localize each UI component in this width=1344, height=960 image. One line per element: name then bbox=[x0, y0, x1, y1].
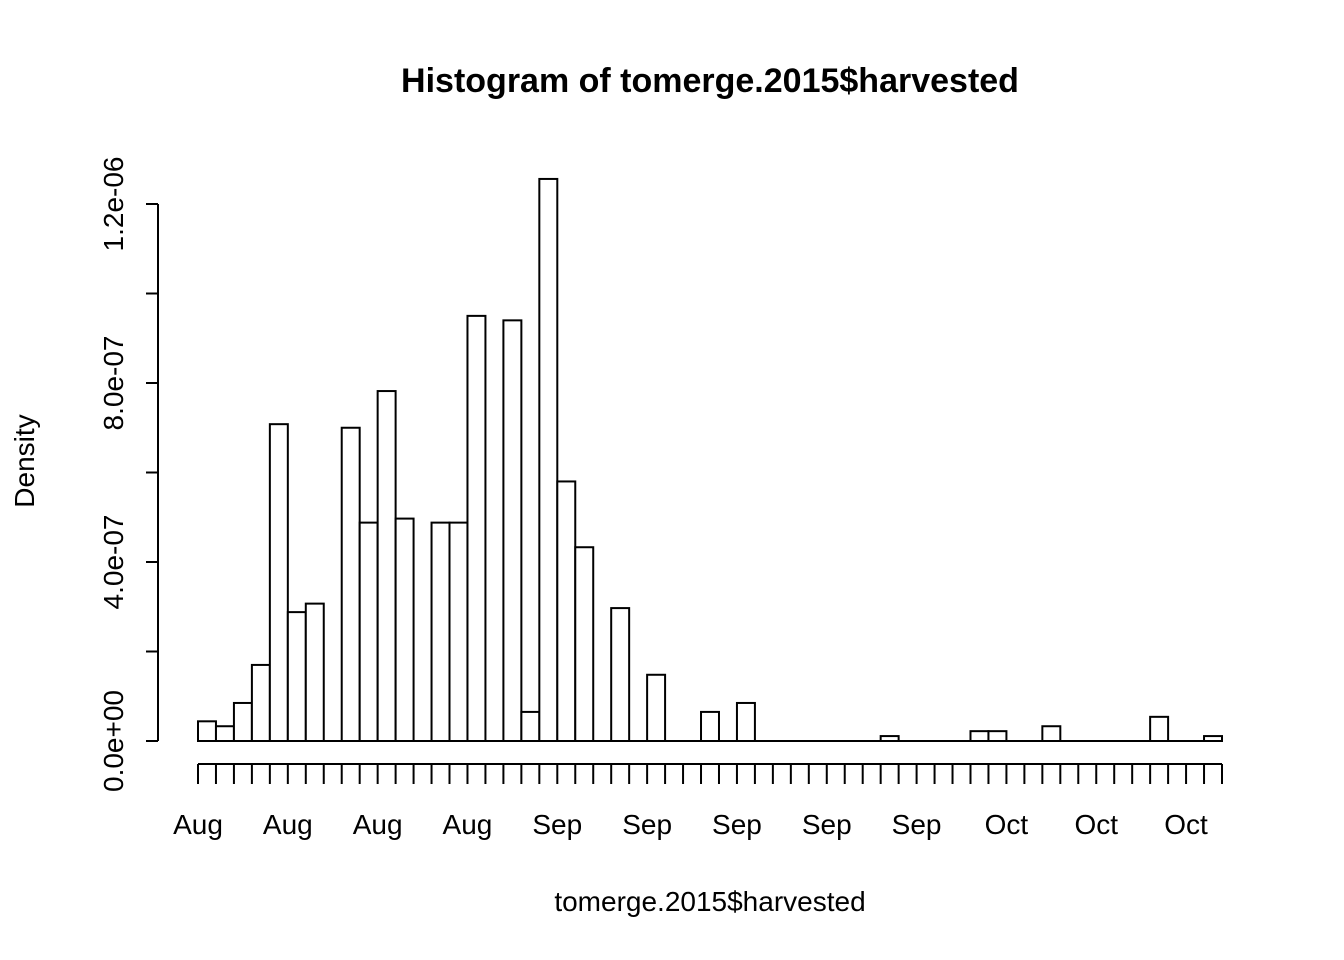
histogram-bar bbox=[304, 602, 325, 742]
y-axis: 0.0e+00 4.0e-07 8.0e-07 1.2e-06 bbox=[98, 157, 159, 792]
histogram-bar bbox=[502, 319, 523, 742]
x-tick-label: Oct bbox=[1164, 809, 1208, 840]
histogram-bar bbox=[574, 546, 595, 742]
histogram-bar bbox=[376, 390, 397, 742]
histogram-bar bbox=[197, 720, 217, 742]
histogram-bar bbox=[556, 480, 577, 742]
histogram-bar bbox=[268, 423, 289, 742]
bars-group bbox=[197, 177, 1223, 743]
histogram-bar bbox=[969, 730, 990, 743]
histogram-bar bbox=[394, 517, 415, 743]
histogram-bar bbox=[430, 521, 451, 742]
x-axis: Aug Aug Aug Aug Sep Sep Sep Sep Sep Oct Oct Oct bbox=[173, 763, 1223, 840]
histogram-bar bbox=[735, 701, 756, 743]
y-tick-label: 1.2e-06 bbox=[98, 157, 129, 252]
x-tick-label: Aug bbox=[263, 809, 313, 840]
histogram-bar bbox=[358, 521, 379, 742]
x-tick-label: Aug bbox=[443, 809, 493, 840]
y-axis-label: Density bbox=[9, 414, 40, 507]
histogram-bar bbox=[214, 725, 235, 742]
x-tick-label: Aug bbox=[173, 809, 223, 840]
y-tick-label: 0.0e+00 bbox=[98, 690, 129, 792]
x-tick-label: Oct bbox=[985, 809, 1029, 840]
histogram-bar bbox=[448, 521, 469, 742]
histogram-bar bbox=[538, 177, 559, 742]
histogram-bar bbox=[646, 673, 667, 743]
histogram-bar bbox=[520, 710, 541, 742]
histogram-bar bbox=[250, 663, 271, 742]
x-tick-label: Sep bbox=[532, 809, 582, 840]
y-tick-label: 4.0e-07 bbox=[98, 515, 129, 610]
x-tick-label: Sep bbox=[712, 809, 762, 840]
histogram-bar bbox=[1149, 715, 1170, 743]
x-tick-label: Sep bbox=[892, 809, 942, 840]
histogram-bar bbox=[1041, 725, 1062, 742]
histogram-bar bbox=[466, 314, 487, 742]
x-tick-label: Oct bbox=[1074, 809, 1118, 840]
chart-title: Histogram of tomerge.2015$harvested bbox=[401, 62, 1019, 100]
y-tick-label: 8.0e-07 bbox=[98, 336, 129, 431]
histogram-bar bbox=[987, 730, 1008, 743]
x-tick-label: Sep bbox=[802, 809, 852, 840]
histogram-bar bbox=[700, 710, 720, 742]
histogram-bar bbox=[340, 426, 361, 742]
histogram-bar bbox=[610, 607, 631, 743]
x-axis-label: tomerge.2015$harvested bbox=[554, 886, 865, 917]
x-tick-label: Aug bbox=[353, 809, 403, 840]
histogram-bar bbox=[286, 611, 307, 742]
histogram-bar bbox=[232, 701, 253, 743]
x-tick-label: Sep bbox=[622, 809, 672, 840]
